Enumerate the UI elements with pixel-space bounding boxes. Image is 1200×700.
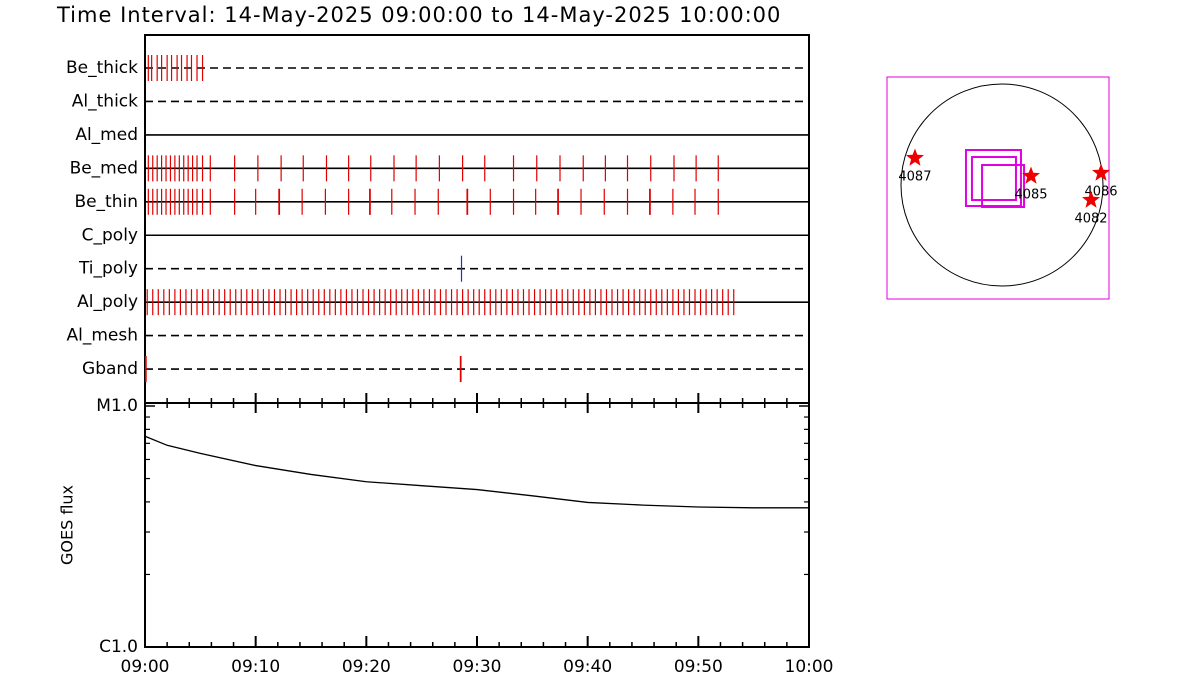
fov-box [970,156,1017,202]
row-label: Be_thin [74,192,138,212]
row-label: Ti_poly [78,259,138,279]
region-marker [905,148,924,166]
solar-limb [900,83,1104,287]
row-label: Be_med [70,158,138,178]
x-tick-label: 09:20 [342,657,391,677]
region-label: 4085 [1014,187,1047,202]
y-tick-label: C1.0 [99,637,138,657]
fov-box [981,163,1026,208]
y-tick-label: M1.0 [96,396,138,416]
row-label: Al_mesh [66,326,138,346]
region-marker [1092,163,1111,181]
region-marker [1082,190,1101,208]
row-label: Be_thick [66,58,138,78]
panel-frame [144,34,810,403]
x-tick-label: 09:10 [231,657,280,677]
row-label: C_poly [82,225,138,245]
title: Time Interval: 14-May-2025 09:00:00 to 1… [56,3,781,27]
row-label: Al_med [75,125,138,145]
region-label: 4082 [1074,212,1107,227]
y-axis-label: GOES flux [58,485,77,565]
x-tick-label: 09:50 [674,657,723,677]
map-frame [886,76,1110,300]
x-tick-label: 09:00 [121,657,170,677]
x-tick-label: 09:30 [453,657,502,677]
region-marker [1022,166,1040,184]
x-tick-label: 09:40 [563,657,612,677]
row-label: Gband [82,359,138,379]
goes-curve [144,435,809,509]
row-label: Al_thick [72,91,138,111]
row-label: Al_poly [77,292,138,312]
x-tick-label: 10:00 [785,657,834,677]
region-label: 4087 [898,170,931,185]
